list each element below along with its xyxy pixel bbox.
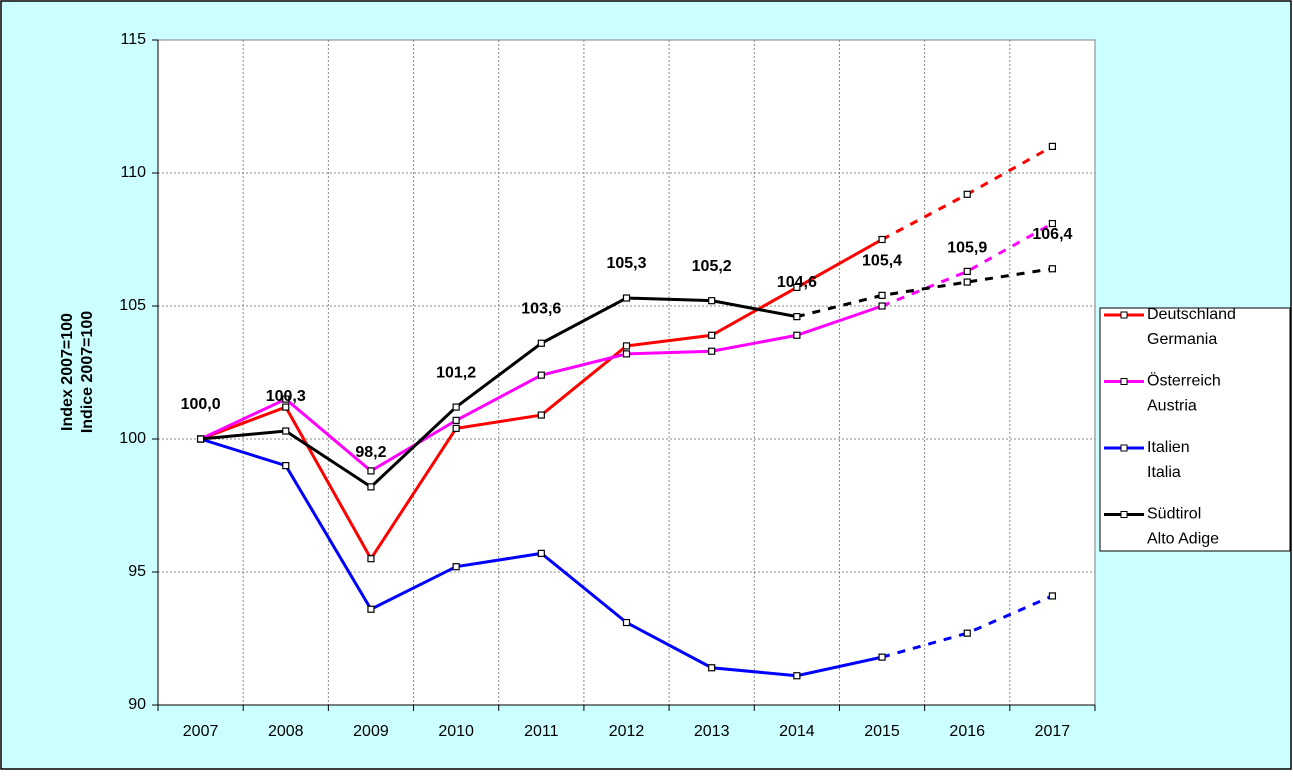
legend-marker	[1120, 511, 1128, 518]
data-label: 105,2	[692, 258, 732, 275]
point-marker	[1048, 265, 1057, 273]
forecast-line	[881, 594, 1054, 659]
plot-area	[157, 39, 1096, 706]
point-marker	[793, 283, 801, 291]
data-label: 106,4	[1032, 226, 1072, 243]
point-marker	[622, 342, 631, 350]
y-axis-label: Index 2007=100	[59, 313, 76, 431]
point-marker	[282, 403, 290, 411]
forecast-line	[796, 267, 1053, 319]
legend-label: Alto Adige	[1147, 531, 1219, 548]
point-marker	[793, 672, 801, 680]
y-tick-label: 95	[128, 563, 146, 580]
x-tick-label: 2017	[1035, 723, 1071, 740]
legend-label: Italia	[1147, 464, 1181, 481]
point-marker	[963, 629, 971, 637]
legend-marker	[1120, 311, 1128, 319]
data-label: 103,6	[521, 300, 561, 317]
point-marker	[963, 267, 971, 276]
x-tick-label: 2015	[864, 723, 900, 740]
point-marker	[708, 664, 716, 672]
point-marker	[708, 347, 716, 355]
point-marker	[282, 395, 290, 403]
data-label: 104,6	[777, 274, 817, 291]
point-marker	[963, 190, 971, 198]
x-tick-label: 2013	[694, 723, 730, 740]
point-marker	[963, 278, 971, 286]
point-marker	[708, 331, 716, 339]
point-marker	[793, 331, 801, 339]
point-marker	[622, 294, 631, 302]
legend-marker	[1120, 378, 1128, 385]
y-tick-label: 115	[120, 31, 146, 48]
x-tick-label: 2007	[183, 723, 219, 740]
point-marker	[878, 653, 886, 661]
point-marker	[537, 371, 545, 379]
x-tick-label: 2009	[353, 723, 389, 740]
point-marker	[196, 435, 205, 443]
series-line	[200, 296, 798, 489]
data-label: 105,4	[862, 253, 902, 270]
legend-label: Germania	[1147, 331, 1217, 348]
point-marker	[452, 563, 460, 571]
x-tick-label: 2008	[268, 723, 304, 740]
x-tick-label: 2011	[524, 723, 559, 740]
point-marker	[537, 339, 545, 347]
y-axis-label: Indice 2007=100	[79, 311, 96, 433]
point-marker	[367, 483, 375, 491]
point-marker	[452, 416, 460, 424]
x-tick-label: 2016	[949, 723, 985, 740]
y-tick-label: 90	[128, 696, 146, 713]
data-label: 100,3	[266, 388, 306, 405]
data-label: 100,0	[181, 396, 221, 413]
point-marker	[1048, 219, 1057, 228]
y-tick-label: 110	[120, 164, 146, 181]
point-marker	[1048, 142, 1057, 150]
point-marker	[622, 350, 631, 358]
legend-label: Österreich	[1147, 372, 1221, 390]
point-marker	[367, 605, 375, 613]
legend-marker	[1120, 444, 1128, 452]
point-marker	[878, 291, 886, 299]
x-tick-label: 2014	[779, 723, 815, 740]
point-marker	[622, 618, 631, 627]
legend	[1099, 307, 1291, 552]
point-marker	[537, 549, 545, 557]
legend-label: Deutschland	[1147, 306, 1236, 323]
legend-label: Italien	[1147, 439, 1190, 456]
data-label: 101,2	[436, 364, 476, 381]
point-marker	[793, 313, 801, 321]
data-label: 105,3	[606, 255, 646, 272]
y-tick-label: 105	[119, 297, 146, 314]
point-marker	[878, 235, 886, 244]
x-tick-label: 2010	[438, 723, 474, 740]
point-marker	[878, 302, 886, 310]
point-marker	[282, 427, 290, 435]
point-marker	[452, 424, 460, 432]
legend-label: Südtirol	[1147, 506, 1201, 523]
point-marker	[452, 403, 460, 411]
point-marker	[367, 467, 375, 475]
data-label: 105,9	[947, 239, 987, 256]
legend-label: Austria	[1147, 398, 1197, 415]
y-tick-label: 100	[119, 430, 146, 447]
point-marker	[282, 462, 290, 470]
point-marker	[1048, 592, 1057, 600]
point-marker	[708, 297, 716, 305]
point-marker	[367, 555, 375, 563]
data-label: 98,2	[355, 444, 386, 461]
x-tick-label: 2012	[609, 723, 645, 740]
point-marker	[537, 411, 545, 419]
